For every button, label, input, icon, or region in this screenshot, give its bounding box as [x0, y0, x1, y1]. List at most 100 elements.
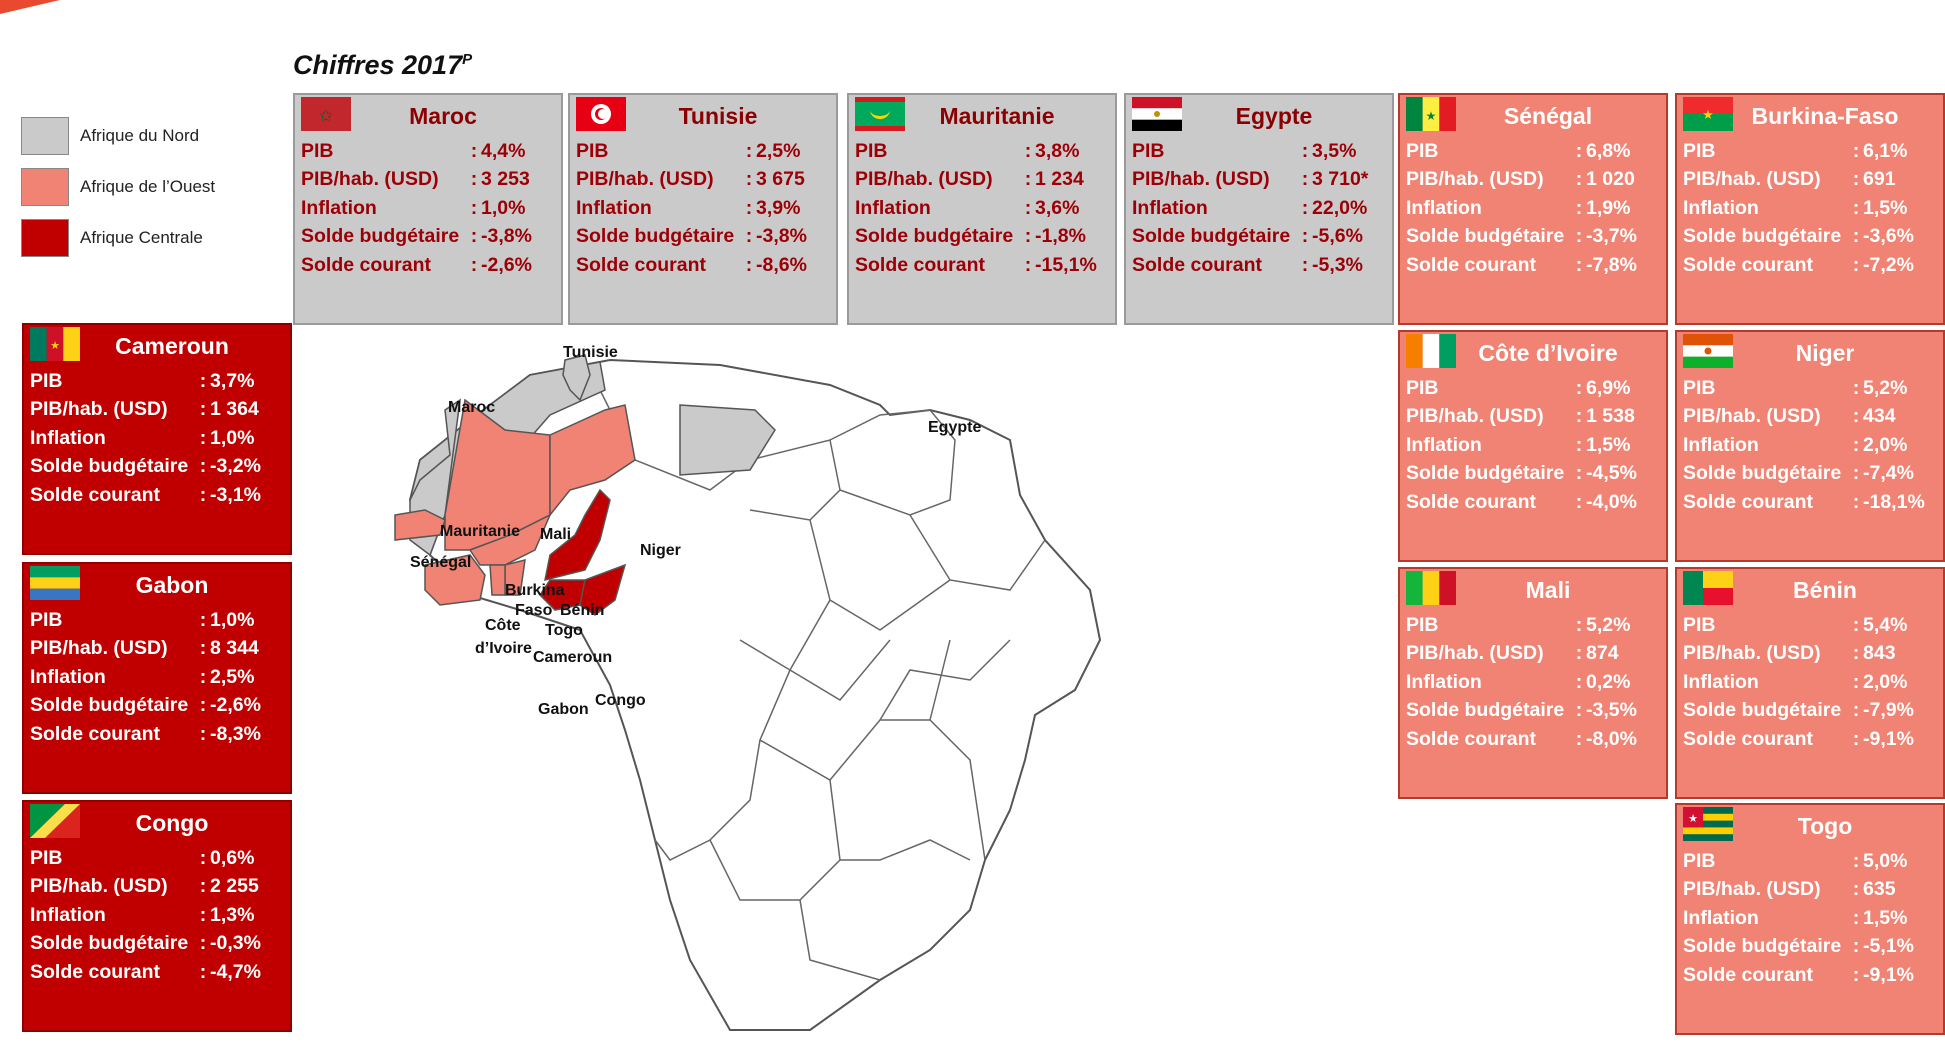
indicator-label: PIB/hab. (USD)	[576, 168, 714, 191]
indicator-value: 2,5%	[756, 139, 801, 162]
indicator-row-pib: PIB:3,7%	[30, 367, 284, 396]
indicator-value: -5,1%	[1863, 935, 1914, 958]
legend-label: Afrique de l’Ouest	[80, 176, 216, 196]
indicator-row-inflation: Inflation:22,0%	[1132, 194, 1386, 223]
country-card-mauritanie: Mauritanie PIB:3,8% PIB/hab. (USD):1 234 In…	[847, 93, 1117, 325]
map-label-mauritanie: Mauritanie	[440, 523, 520, 540]
indicator-separator: :	[470, 168, 478, 191]
indicator-label: Solde budgétaire	[1406, 699, 1565, 722]
country-card-cameroun: ★ Cameroun PIB:3,7% PIB/hab. (USD):1 364 Inf…	[22, 323, 292, 555]
indicator-separator: :	[199, 665, 207, 688]
map-label-senegal: Sénégal	[410, 554, 471, 571]
indicator-separator: :	[1575, 168, 1583, 191]
indicator-label: PIB/hab. (USD)	[1406, 405, 1544, 428]
map-region-cameroun	[544, 488, 611, 582]
indicator-separator: :	[1301, 225, 1309, 248]
map-label-mali: Mali	[540, 526, 571, 543]
legend-swatch-west	[21, 167, 69, 206]
indicator-separator: :	[1852, 462, 1860, 485]
country-card-mali: Mali PIB:5,2% PIB/hab. (USD):874 Inflation:…	[1398, 567, 1668, 799]
indicator-separator: :	[199, 846, 207, 869]
indicator-row-solde-courant: Solde courant: -15,1%	[855, 251, 1109, 280]
flag-maroc-icon: ✩	[301, 97, 351, 131]
indicator-value: -4,5%	[1586, 462, 1637, 485]
indicator-value: 1 538	[1586, 405, 1635, 428]
indicator-label: PIB/hab. (USD)	[1683, 168, 1821, 191]
card-header: Egypte	[1132, 95, 1386, 137]
indicator-label: Solde courant	[1683, 963, 1814, 986]
indicator-separator: :	[1575, 727, 1583, 750]
indicator-value: 3,6%	[1035, 196, 1080, 219]
indicator-row-solde-courant: Solde courant: -7,2%	[1683, 251, 1937, 280]
indicator-value: 1,0%	[210, 426, 255, 449]
indicator-separator: :	[1852, 727, 1860, 750]
card-header: ★ Sénégal	[1406, 95, 1660, 137]
indicator-separator: :	[1852, 433, 1860, 456]
indicator-separator: :	[1575, 490, 1583, 513]
map-label-cote-2: d’Ivoire	[475, 640, 532, 657]
indicator-separator: :	[199, 608, 207, 631]
indicator-row-pib: PIB:0,6%	[30, 844, 284, 873]
country-card-niger: Niger PIB:5,2% PIB/hab. (USD):434 Inflation…	[1675, 330, 1945, 562]
indicator-row-pib-hab: PIB/hab. (USD):3 710*	[1132, 166, 1386, 195]
africa-map-svg: Tunisie Maroc Egypte Mauritanie Mali Nig…	[394, 344, 1102, 1031]
map-region-senegal	[394, 509, 446, 541]
card-header: ★ Togo	[1683, 805, 1937, 847]
country-card-senegal: ★ Sénégal PIB:6,8% PIB/hab. (USD):1 020 Infl…	[1398, 93, 1668, 325]
card-header: Tunisie	[576, 95, 830, 137]
indicator-value: -8,3%	[210, 722, 261, 745]
indicator-separator: :	[470, 139, 478, 162]
indicator-separator: :	[1575, 139, 1583, 162]
indicator-value: 3,9%	[756, 196, 801, 219]
card-header: Congo	[30, 802, 284, 844]
indicator-row-pib: PIB:5,2%	[1683, 374, 1937, 403]
indicator-separator: :	[199, 694, 207, 717]
indicator-value: -18,1%	[1863, 490, 1925, 513]
indicator-label: PIB	[576, 139, 609, 162]
indicator-row-pib-hab: PIB/hab. (USD):843	[1683, 640, 1937, 669]
indicator-row-pib-hab: PIB/hab. (USD):1 538	[1406, 403, 1660, 432]
indicator-label: Solde budgétaire	[30, 932, 189, 955]
indicator-row-pib-hab: PIB/hab. (USD):635	[1683, 876, 1937, 905]
indicator-separator: :	[199, 960, 207, 983]
indicator-label: Inflation	[1406, 433, 1482, 456]
indicator-value: 2 255	[210, 875, 259, 898]
card-header: ✩ Maroc	[301, 95, 555, 137]
map-label-tunisie: Tunisie	[563, 344, 618, 361]
indicator-row-solde-courant: Solde courant: -2,6%	[301, 251, 555, 280]
country-card-benin: Bénin PIB:5,4% PIB/hab. (USD):843 Inflation…	[1675, 567, 1945, 799]
indicator-label: Inflation	[1683, 433, 1759, 456]
indicator-label: Solde courant	[1683, 727, 1814, 750]
indicator-value: 5,2%	[1586, 613, 1631, 636]
indicator-label: Solde budgétaire	[1406, 462, 1565, 485]
indicator-label: PIB/hab. (USD)	[1683, 405, 1821, 428]
indicator-label: PIB	[1683, 613, 1716, 636]
map-region-tunisie	[562, 354, 591, 402]
country-name: Burkina-Faso	[1751, 102, 1899, 129]
map-region-congo	[579, 563, 627, 616]
indicator-label: PIB/hab. (USD)	[30, 637, 168, 660]
map-label-burkina-1: Burkina	[505, 582, 565, 599]
indicator-row-pib-hab: PIB/hab. (USD):874	[1406, 640, 1660, 669]
indicator-separator: :	[1301, 253, 1309, 276]
indicator-value: -3,8%	[481, 225, 532, 248]
indicator-row-inflation: Inflation:1,0%	[301, 194, 555, 223]
indicator-separator: :	[745, 139, 753, 162]
indicator-row-solde-budgetaire: Solde budgétaire: -3,2%	[30, 453, 284, 482]
map-region-egypte	[679, 404, 776, 476]
indicator-value: 2,0%	[1863, 670, 1908, 693]
indicator-value: -3,2%	[210, 455, 261, 478]
indicator-row-solde-budgetaire: Solde budgétaire: -2,6%	[30, 692, 284, 721]
indicator-label: Inflation	[1132, 196, 1208, 219]
legend-label: Afrique du Nord	[80, 125, 200, 145]
indicator-separator: :	[1852, 139, 1860, 162]
indicator-separator: :	[1575, 405, 1583, 428]
indicator-value: 3,5%	[1312, 139, 1357, 162]
country-name: Congo	[135, 809, 209, 836]
indicator-value: 0,6%	[210, 846, 255, 869]
indicator-value: 691	[1863, 168, 1896, 191]
indicator-value: 3 675	[756, 168, 805, 191]
flag-tunisie-icon	[576, 97, 626, 131]
indicator-row-solde-courant: Solde courant: -18,1%	[1683, 488, 1937, 517]
indicator-value: 5,0%	[1863, 849, 1908, 872]
